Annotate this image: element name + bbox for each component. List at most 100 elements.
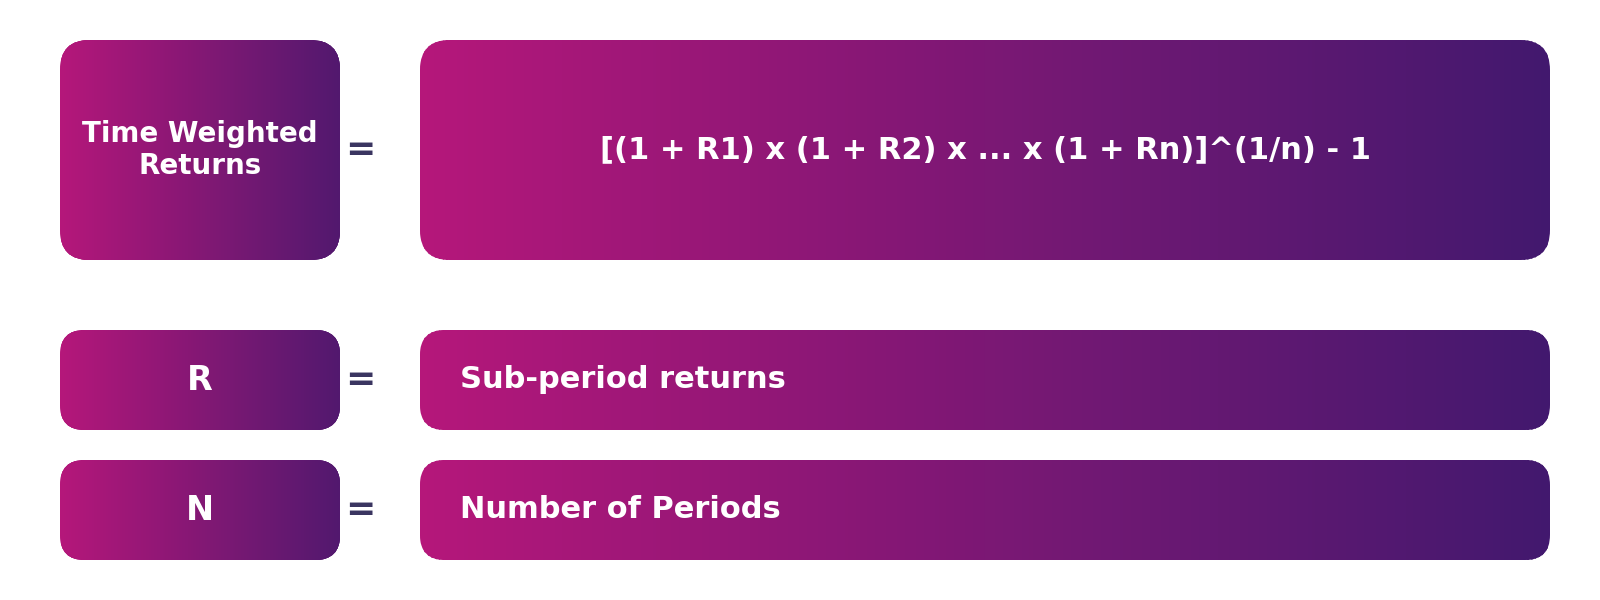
Bar [1381, 40, 1384, 260]
Bar [574, 460, 579, 560]
Bar [1045, 330, 1050, 430]
Bar [530, 460, 533, 560]
Bar [1173, 40, 1178, 260]
Bar [1128, 330, 1133, 430]
Bar [800, 460, 805, 560]
Bar [1192, 40, 1197, 260]
Bar [555, 460, 560, 560]
Bar [472, 330, 477, 430]
Bar [1162, 330, 1166, 430]
Bar [1312, 40, 1317, 260]
Bar [1504, 460, 1509, 560]
Bar [443, 460, 446, 560]
Bar [646, 40, 650, 260]
Bar [758, 40, 763, 260]
Bar [522, 40, 526, 260]
Bar [586, 40, 590, 260]
Bar [1298, 40, 1302, 260]
Bar [638, 460, 643, 560]
Bar [786, 40, 790, 260]
Bar [1120, 40, 1125, 260]
Text: Time Weighted
Returns: Time Weighted Returns [82, 120, 318, 180]
Bar [955, 40, 958, 260]
Bar [1418, 40, 1422, 260]
Bar [602, 40, 605, 260]
Bar [435, 40, 440, 260]
Bar [794, 330, 797, 430]
Bar [786, 330, 790, 430]
Bar [846, 40, 850, 260]
Bar [702, 330, 707, 430]
Bar [992, 460, 997, 560]
Bar [933, 40, 936, 260]
Bar [536, 40, 541, 260]
Bar [1050, 40, 1053, 260]
Bar [1422, 40, 1426, 260]
Bar [958, 330, 963, 430]
Bar [1086, 330, 1091, 430]
Bar [917, 460, 922, 560]
Bar [472, 40, 477, 260]
Bar [981, 40, 986, 260]
Bar [1434, 40, 1437, 260]
Bar [650, 330, 654, 430]
Bar [834, 330, 838, 430]
Bar [432, 460, 435, 560]
Bar [1278, 460, 1283, 560]
Bar [774, 40, 778, 260]
Bar [898, 330, 902, 430]
Bar [1301, 40, 1306, 260]
Bar [872, 460, 877, 560]
Bar [986, 330, 989, 430]
Bar [819, 40, 824, 260]
Text: [(1 + R1) x (1 + R2) x ... x (1 + Rn)]^(1/n) - 1: [(1 + R1) x (1 + R2) x ... x (1 + Rn)]^(… [600, 136, 1371, 164]
Bar [1459, 330, 1464, 430]
Bar [571, 40, 574, 260]
Bar [883, 40, 888, 260]
Bar [1155, 330, 1158, 430]
Bar [432, 40, 435, 260]
Bar [741, 330, 744, 430]
Bar [914, 330, 918, 430]
Bar [864, 460, 869, 560]
Bar [944, 330, 947, 430]
Bar [978, 40, 982, 260]
Bar [461, 460, 466, 560]
Bar [1347, 330, 1350, 430]
Text: =: = [346, 363, 374, 397]
Bar [1328, 460, 1333, 560]
Bar [1222, 330, 1227, 430]
Bar [480, 40, 485, 260]
Bar [1061, 40, 1064, 260]
Bar [1309, 460, 1314, 560]
Bar [450, 460, 454, 560]
Bar [1482, 40, 1486, 260]
Bar [653, 330, 658, 430]
Bar [733, 40, 738, 260]
Bar [589, 460, 594, 560]
Bar [672, 460, 677, 560]
Bar [1392, 330, 1397, 430]
Bar [1208, 330, 1211, 430]
Bar [1306, 40, 1309, 260]
Bar [1350, 330, 1355, 430]
Bar [1222, 460, 1227, 560]
Bar [1075, 40, 1080, 260]
Bar [616, 330, 621, 430]
Bar [819, 460, 824, 560]
Bar [838, 40, 842, 260]
Bar [491, 330, 496, 430]
Bar [1237, 40, 1242, 260]
Bar [650, 460, 654, 560]
Bar [669, 40, 674, 260]
Bar [502, 460, 507, 560]
Bar [1376, 40, 1381, 260]
Bar [1546, 330, 1550, 430]
Bar [830, 40, 835, 260]
Bar [1370, 40, 1373, 260]
Bar [419, 40, 424, 260]
Bar [1136, 330, 1139, 430]
Bar [1162, 40, 1166, 260]
Bar [1242, 460, 1245, 560]
Bar [1272, 330, 1275, 430]
